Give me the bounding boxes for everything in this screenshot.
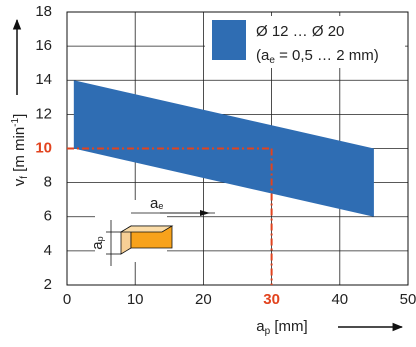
- ap-label: ap: [89, 236, 106, 249]
- y-tick-label: 6: [44, 208, 52, 225]
- legend-label: Ø 12 … Ø 20: [256, 23, 344, 40]
- tool-icon: [95, 200, 215, 266]
- y-tick-label: 10: [35, 139, 52, 156]
- x-tick-label: 20: [195, 291, 212, 308]
- y-axis-label: vf [m min-1]: [10, 114, 30, 187]
- y-tick-label: 18: [35, 3, 52, 20]
- y-tick-label: 16: [35, 37, 52, 54]
- x-tick-label: 50: [400, 291, 416, 308]
- y-tick-label: 4: [44, 242, 52, 259]
- x-tick-label: 30: [263, 291, 280, 308]
- x-tick-label: 40: [331, 291, 348, 308]
- y-tick-label: 12: [35, 105, 52, 122]
- y-tick-label: 2: [44, 276, 52, 293]
- y-tick-label: 14: [35, 71, 52, 88]
- legend-swatch: [212, 20, 246, 60]
- x-tick-label: 10: [127, 291, 144, 308]
- x-tick-label: 0: [63, 291, 71, 308]
- x-axis-label: ap [mm]: [256, 318, 307, 337]
- ae-label: ae: [150, 195, 163, 212]
- y-tick-label: 8: [44, 174, 52, 191]
- legend-note: (ae = 0,5 … 2 mm): [256, 47, 379, 66]
